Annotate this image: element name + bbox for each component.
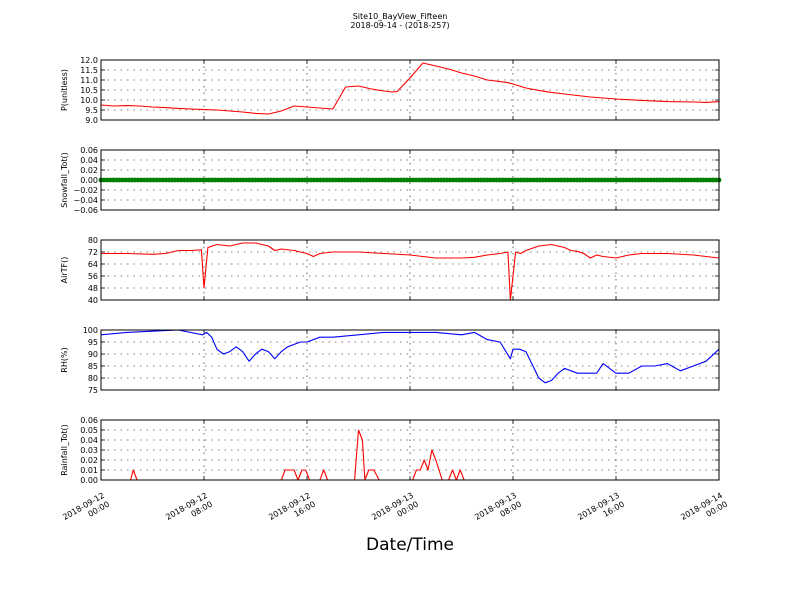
panel-4: 75 80 85 90 95 100 RH(%) [60, 326, 720, 395]
y-axis-label: Snowfall_Tot() [60, 152, 69, 208]
y-tick-label: 72 [88, 248, 98, 257]
y-axis-label: P(unitless) [60, 69, 69, 111]
series-line-4 [100, 329, 720, 384]
y-tick-label: 75 [88, 386, 98, 395]
y-tick-label: 9.5 [85, 106, 98, 115]
y-tick-label: 0.01 [80, 466, 98, 475]
y-tick-label: 10.5 [80, 86, 98, 95]
y-tick-label: 80 [88, 236, 98, 245]
x-axis-title: Date/Time [366, 535, 454, 555]
panel-3: 40 48 56 64 72 80 AirTF() [60, 236, 720, 305]
panel-5: 0.000.010.020.030.040.050.06 Rainfall_Tot… [60, 416, 720, 485]
panel-frame [100, 149, 720, 211]
y-tick-label: 100 [83, 326, 98, 335]
series-line-3 [101, 242, 720, 301]
y-tick-label: 10.0 [80, 96, 98, 105]
y-tick-label: 11.0 [80, 76, 98, 85]
y-tick-label: 40 [88, 296, 98, 305]
y-tick-label: 48 [88, 284, 98, 293]
y-tick-label: 64 [88, 260, 98, 269]
y-axis-label: RH(%) [60, 347, 69, 372]
panel-frame [100, 59, 720, 121]
y-tick-label: 0.02 [80, 456, 98, 465]
y-tick-label: 0.06 [80, 416, 98, 425]
y-tick-label: 0.03 [80, 446, 98, 455]
y-tick-label: 0.02 [80, 166, 98, 175]
y-tick-label: −0.04 [73, 196, 98, 205]
y-tick-label: −0.06 [73, 206, 98, 215]
y-tick-label: 11.5 [80, 66, 98, 75]
y-tick-label: 0.06 [80, 146, 98, 155]
y-tick-label: 9.0 [85, 116, 98, 125]
y-tick-label: 0.05 [80, 426, 98, 435]
y-tick-label: 0.00 [80, 476, 98, 485]
y-axis-label: Rainfall_Tot() [60, 424, 69, 476]
y-tick-label: 0.00 [80, 176, 98, 185]
y-tick-label: 85 [88, 362, 98, 371]
y-tick-label: 90 [88, 350, 98, 359]
chart-title-line1: Site10_BayView_Fifteen [353, 12, 448, 21]
y-tick-label: 0.04 [80, 156, 98, 165]
y-axis-label: AirTF() [60, 257, 69, 284]
series-line-1 [100, 62, 720, 115]
panel-2: −0.06−0.04−0.020.000.020.040.06 Snowfall_… [60, 146, 722, 215]
chart-title-line2: 2018-09-14 - (2018-257) [350, 21, 449, 30]
panel-frame [100, 239, 720, 301]
y-tick-label: 80 [88, 374, 98, 383]
panel-1: 9.09.510.010.511.011.512.0 P(unitless) [60, 56, 720, 125]
y-tick-label: 12.0 [80, 56, 98, 65]
panel-frame [100, 419, 720, 481]
y-tick-label: 0.04 [80, 436, 98, 445]
panel-frame [100, 329, 720, 391]
y-tick-label: −0.02 [73, 186, 98, 195]
y-tick-label: 95 [88, 338, 98, 347]
y-tick-label: 56 [88, 272, 98, 281]
